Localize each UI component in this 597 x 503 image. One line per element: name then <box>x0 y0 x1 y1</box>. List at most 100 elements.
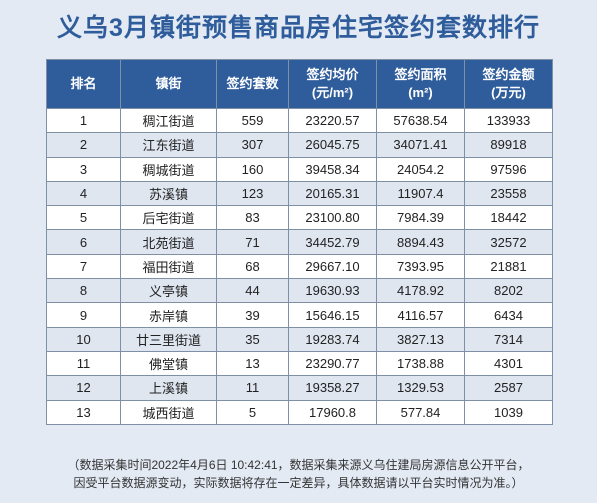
table-cell: 97596 <box>464 156 553 182</box>
column-header: 签约均价 (元/m²) <box>288 59 377 109</box>
table-cell: 赤岸镇 <box>120 302 217 328</box>
table-cell: 19283.74 <box>288 326 377 352</box>
table-cell: 559 <box>216 107 289 134</box>
column-header-label: 镇街 <box>155 76 182 91</box>
table-cell: 7393.95 <box>376 253 465 280</box>
table-row: 13 城西街道 5 17960.8 577.84 1039 <box>46 399 553 425</box>
table-cell: 57638.54 <box>376 107 465 134</box>
table-cell: 1329.53 <box>376 375 465 401</box>
table-row: 6 北苑街道 71 34452.79 8894.43 32572 <box>46 229 553 255</box>
column-header: 签约金额 (万元) <box>464 59 553 109</box>
column-header-label: (元/m²) <box>311 85 354 100</box>
column-header-label: 签约金额 <box>482 67 535 82</box>
footer-note-line1: （数据采集时间2022年4月6日 10:42:41，数据采集来源义乌住建局房源信… <box>67 458 530 472</box>
table-cell: 23100.80 <box>288 205 377 231</box>
table-cell: 15646.15 <box>288 302 377 328</box>
table-cell: 11 <box>216 375 289 401</box>
table-cell: 18442 <box>464 205 553 231</box>
table-cell: 2 <box>46 132 121 158</box>
column-header-label: 签约套数 <box>226 76 279 91</box>
table-cell: 7314 <box>464 326 553 352</box>
table-cell: 1039 <box>464 399 553 425</box>
table-cell: 6434 <box>464 302 553 328</box>
table-cell: 34452.79 <box>288 229 377 255</box>
table-cell: 11907.4 <box>376 180 465 207</box>
table-cell: 3827.13 <box>376 326 465 352</box>
table-row: 10 廿三里街道 35 19283.74 3827.13 7314 <box>46 326 553 352</box>
table-row: 4 苏溪镇 123 20165.31 11907.4 23558 <box>46 180 553 207</box>
table-cell: 160 <box>216 156 289 182</box>
table-cell: 123 <box>216 180 289 207</box>
table-cell: 35 <box>216 326 289 352</box>
table-cell: 苏溪镇 <box>120 180 217 207</box>
table-row: 3 稠城街道 160 39458.34 24054.2 97596 <box>46 156 553 182</box>
table-cell: 稠城街道 <box>120 156 217 182</box>
table-cell: 9 <box>46 302 121 328</box>
table-cell: 34071.41 <box>376 132 465 158</box>
table-row: 11 佛堂镇 13 23290.77 1738.88 4301 <box>46 350 553 377</box>
table-cell: 4116.57 <box>376 302 465 328</box>
table-cell: 12 <box>46 375 121 401</box>
table-cell: 1 <box>46 107 121 134</box>
table-cell: 5 <box>46 205 121 231</box>
table-cell: 13 <box>46 399 121 425</box>
table-cell: 10 <box>46 326 121 352</box>
table-cell: 26045.75 <box>288 132 377 158</box>
table-cell: 23220.57 <box>288 107 377 134</box>
table-cell: 13 <box>216 350 289 377</box>
table-cell: 佛堂镇 <box>120 350 217 377</box>
table-cell: 1738.88 <box>376 350 465 377</box>
table-cell: 4178.92 <box>376 278 465 304</box>
column-header-label: 排名 <box>70 76 97 91</box>
table-cell: 上溪镇 <box>120 375 217 401</box>
table-cell: 39458.34 <box>288 156 377 182</box>
column-header: 排名 <box>46 59 121 109</box>
column-header-label: 签约均价 <box>306 67 359 82</box>
table-cell: 8894.43 <box>376 229 465 255</box>
table-cell: 24054.2 <box>376 156 465 182</box>
table-cell: 8 <box>46 278 121 304</box>
table-cell: 后宅街道 <box>120 205 217 231</box>
table-row: 5 后宅街道 83 23100.80 7984.39 18442 <box>46 205 553 231</box>
table-cell: 廿三里街道 <box>120 326 217 352</box>
column-header-label: 签约面积 <box>394 67 447 82</box>
table-cell: 133933 <box>464 107 553 134</box>
table-cell: 7 <box>46 253 121 280</box>
table-cell: 44 <box>216 278 289 304</box>
column-header-label: (万元) <box>491 85 526 100</box>
table-cell: 6 <box>46 229 121 255</box>
table-cell: 福田街道 <box>120 253 217 280</box>
table-cell: 71 <box>216 229 289 255</box>
table-row: 1 稠江街道 559 23220.57 57638.54 133933 <box>46 107 553 134</box>
table-cell: 8202 <box>464 278 553 304</box>
table-cell: 29667.10 <box>288 253 377 280</box>
table-cell: 5 <box>216 399 289 425</box>
column-header: 镇街 <box>120 59 217 109</box>
table-cell: 68 <box>216 253 289 280</box>
column-header: 签约套数 <box>216 59 289 109</box>
table-cell: 稠江街道 <box>120 107 217 134</box>
table-cell: 577.84 <box>376 399 465 425</box>
table-row: 2 江东街道 307 26045.75 34071.41 89918 <box>46 132 553 158</box>
table-cell: 89918 <box>464 132 553 158</box>
table-cell: 39 <box>216 302 289 328</box>
table-cell: 4301 <box>464 350 553 377</box>
footer-note-line2: 因受平台数据源变动，实际数据将存在一定差异，具体数据请以平台实时情况为准。） <box>73 476 524 490</box>
ranking-table: 排名 镇街 签约套数 签约均价 (元/m²) 签约面积 (m²) 签约金额 (万元) 1 稠江街道… <box>46 59 553 425</box>
table-cell: 江东街道 <box>120 132 217 158</box>
table-cell: 城西街道 <box>120 399 217 425</box>
table-cell: 307 <box>216 132 289 158</box>
table-cell: 北苑街道 <box>120 229 217 255</box>
table-cell: 19630.93 <box>288 278 377 304</box>
table-body: 1 稠江街道 559 23220.57 57638.54 133933 2 江东街道 307 26… <box>46 107 553 425</box>
table-cell: 23290.77 <box>288 350 377 377</box>
table-row: 9 赤岸镇 39 15646.15 4116.57 6434 <box>46 302 553 328</box>
table-header-row: 排名 镇街 签约套数 签约均价 (元/m²) 签约面积 (m²) 签约金额 (万元) <box>46 59 553 109</box>
table-cell: 32572 <box>464 229 553 255</box>
table-cell: 23558 <box>464 180 553 207</box>
page-title: 义乌3月镇街预售商品房住宅签约套数排行 <box>57 14 540 42</box>
table-cell: 17960.8 <box>288 399 377 425</box>
table-cell: 2587 <box>464 375 553 401</box>
table-cell: 11 <box>46 350 121 377</box>
table-cell: 83 <box>216 205 289 231</box>
